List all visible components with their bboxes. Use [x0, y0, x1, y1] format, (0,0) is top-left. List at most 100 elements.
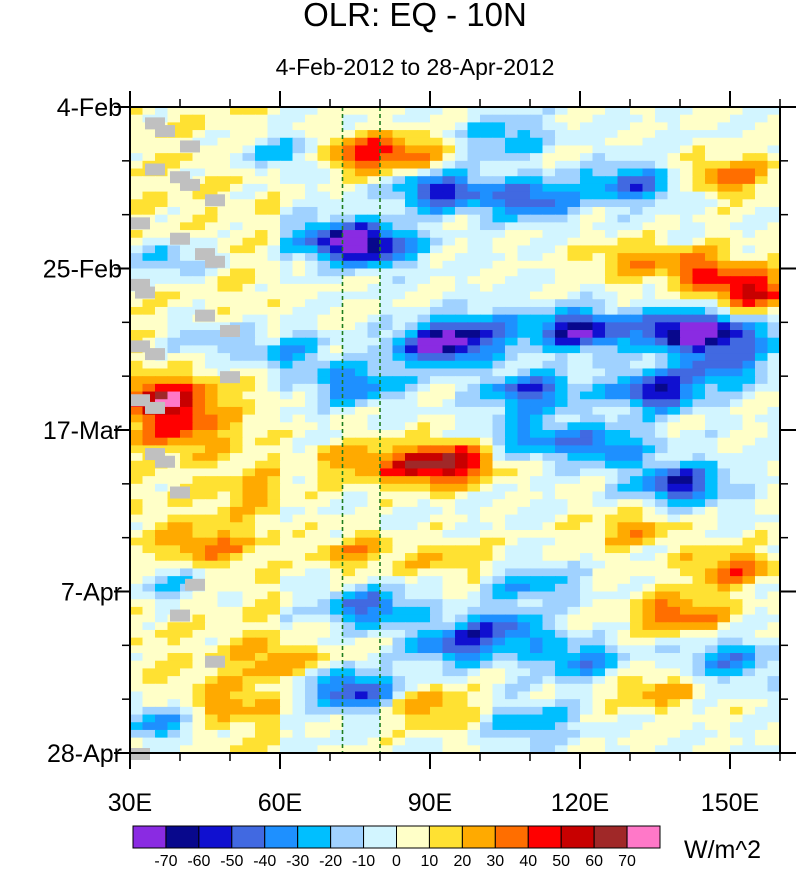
field-cell: [455, 137, 469, 147]
field-cell: [567, 299, 581, 308]
field-cell: [680, 560, 694, 570]
field-cell: [305, 206, 319, 216]
field-cell: [305, 306, 319, 316]
field-cell: [330, 576, 344, 585]
field-cell: [267, 737, 281, 746]
field-cell: [242, 676, 256, 685]
field-cell: [205, 430, 219, 439]
field-cell: [192, 460, 206, 470]
field-cell: [717, 468, 731, 477]
field-cell: [442, 168, 456, 177]
field-cell: [692, 191, 706, 200]
field-cell: [405, 306, 419, 316]
field-cell: [130, 499, 144, 508]
field-cell: [655, 514, 669, 523]
field-cell: [530, 430, 544, 439]
field-cell: [242, 330, 256, 339]
field-cell: [605, 206, 619, 216]
field-cell: [217, 506, 231, 516]
field-cell: [717, 360, 731, 370]
field-cell: [130, 629, 144, 639]
field-cell: [642, 676, 656, 685]
field-cell: [617, 545, 631, 554]
field-cell: [292, 353, 306, 362]
field-cell: [242, 660, 256, 669]
field-cell: [505, 668, 519, 677]
field-cell: [705, 391, 719, 400]
field-cell: [542, 568, 556, 577]
field-cell: [380, 614, 394, 623]
field-cell: [367, 683, 381, 693]
field-cell: [155, 653, 169, 662]
field-cell: [767, 430, 781, 439]
field-cell: [342, 230, 356, 239]
field-cell: [692, 176, 706, 185]
field-cell: [430, 729, 444, 739]
field-cell: [367, 629, 381, 639]
field-cell: [555, 345, 569, 354]
field-cell: [180, 645, 194, 654]
field-cell: [292, 676, 306, 685]
field-cell: [167, 406, 181, 416]
field-cell: [605, 322, 619, 331]
field-cell: [167, 399, 181, 408]
field-cell: [692, 214, 706, 223]
field-cell: [667, 345, 681, 354]
field-cell: [380, 122, 394, 131]
field-cell: [742, 314, 756, 323]
field-cell: [742, 360, 756, 370]
field-cell: [230, 745, 244, 754]
field-cell: [492, 591, 506, 600]
field-cell: [367, 568, 381, 577]
field-cell: [517, 745, 531, 754]
field-cell: [267, 268, 281, 277]
field-cell: [192, 322, 206, 331]
field-cell: [605, 230, 619, 239]
field-cell: [267, 353, 281, 362]
field-cell: [742, 714, 756, 723]
field-cell: [692, 676, 706, 685]
field-cell: [592, 676, 606, 685]
field-cell: [505, 299, 519, 308]
field-cell: [680, 591, 694, 600]
field-cell: [180, 745, 194, 754]
field-cell: [605, 153, 619, 162]
field-cell: [330, 107, 344, 116]
field-cell: [717, 406, 731, 416]
field-cell: [392, 591, 406, 600]
field-cell: [567, 683, 581, 693]
field-cell: [205, 368, 219, 377]
field-cell: [142, 722, 156, 731]
field-cell: [305, 668, 319, 677]
field-cell: [442, 299, 456, 308]
field-cell: [167, 268, 181, 277]
field-cell: [480, 237, 494, 247]
field-cell: [255, 199, 269, 208]
field-cell: [617, 406, 631, 416]
field-cell: [742, 122, 756, 131]
field-cell: [717, 130, 731, 139]
field-cell: [617, 345, 631, 354]
field-cell: [555, 629, 569, 639]
field-cell: [130, 199, 144, 208]
field-cell: [705, 568, 719, 577]
field-cell: [405, 399, 419, 408]
field-cell: [367, 414, 381, 423]
field-cell: [580, 422, 594, 431]
field-cell: [242, 107, 256, 116]
field-cell: [767, 553, 781, 562]
field-cell: [392, 430, 406, 439]
field-cell: [680, 237, 694, 247]
field-cell: [542, 483, 556, 493]
field-cell: [567, 176, 581, 185]
field-cell: [467, 291, 481, 300]
field-cell: [155, 322, 169, 331]
field-cell: [180, 268, 194, 277]
field-cell: [242, 322, 256, 331]
field-cell: [367, 283, 381, 293]
field-cell: [367, 337, 381, 346]
field-cell: [655, 206, 669, 216]
field-cell: [192, 368, 206, 377]
colorbar-label: 30: [486, 853, 504, 869]
field-cell: [692, 337, 706, 346]
